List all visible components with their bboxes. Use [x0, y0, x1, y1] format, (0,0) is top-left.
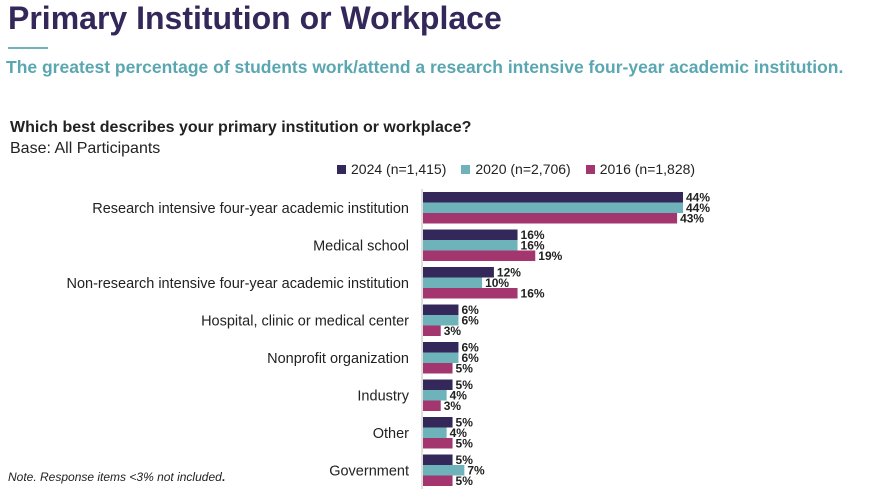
category-label: Industry — [357, 388, 409, 404]
legend-item-2020: 2020 (n=2,706) — [461, 161, 571, 177]
data-label: 5% — [456, 437, 474, 451]
category-label: Government — [329, 463, 409, 479]
title-underline — [8, 47, 48, 49]
data-label: 44% — [686, 201, 710, 215]
data-label: 19% — [538, 249, 562, 263]
category-label: Non-research intensive four-year academi… — [66, 276, 409, 292]
data-label: 5% — [456, 474, 474, 488]
data-label: 6% — [461, 351, 479, 365]
data-label: 10% — [485, 276, 509, 290]
legend-label-2024: 2024 (n=1,415) — [351, 161, 447, 177]
category-label: Nonprofit organization — [267, 351, 409, 367]
bar — [423, 352, 459, 363]
survey-base: Base: All Participants — [10, 140, 161, 157]
bar — [423, 438, 453, 449]
bar — [423, 400, 441, 411]
bar — [423, 229, 518, 240]
category-label: Other — [373, 426, 409, 442]
data-label: 5% — [456, 453, 474, 467]
bar — [423, 250, 536, 261]
data-label: 6% — [461, 303, 479, 317]
survey-question: Which best describes your primary instit… — [10, 119, 472, 136]
category-label: Medical school — [313, 238, 409, 254]
category-label: Hospital, clinic or medical center — [201, 313, 409, 329]
data-label: 7% — [467, 464, 485, 478]
page-title: Primary Institution or Workplace — [8, 0, 502, 36]
bar — [423, 304, 459, 315]
bar — [423, 390, 447, 401]
data-label: 44% — [686, 191, 710, 205]
legend-swatch-2020 — [461, 164, 471, 174]
bar — [423, 465, 465, 476]
bar — [423, 427, 447, 438]
bar — [423, 417, 453, 428]
data-label: 6% — [461, 341, 479, 355]
data-label: 43% — [680, 212, 704, 226]
bar — [423, 240, 518, 251]
bar — [423, 202, 683, 213]
bar — [423, 475, 453, 486]
chart-legend: 2024 (n=1,415) 2020 (n=2,706) 2016 (n=1,… — [337, 161, 695, 177]
data-label: 3% — [444, 399, 462, 413]
bar — [423, 213, 678, 224]
footnote: Note. Response items <3% not included. — [8, 470, 225, 484]
bar — [423, 379, 453, 390]
data-label: 3% — [444, 324, 462, 338]
data-label: 5% — [456, 378, 474, 392]
data-label: 16% — [521, 228, 545, 242]
bar — [423, 454, 453, 465]
footnote-text: Note. Response items <3% not included — [8, 470, 222, 484]
bar — [423, 363, 453, 374]
bar — [423, 315, 459, 326]
legend-item-2016: 2016 (n=1,828) — [585, 161, 696, 177]
legend-swatch-2024 — [337, 164, 346, 174]
bar — [423, 288, 518, 299]
page-subtitle: The greatest percentage of students work… — [6, 57, 844, 77]
bar — [423, 342, 459, 353]
bar — [423, 192, 683, 203]
category-label: Research intensive four-year academic in… — [92, 201, 409, 217]
bar — [423, 325, 441, 336]
bar — [423, 267, 494, 278]
legend-label-2020: 2020 (n=2,706) — [475, 161, 571, 177]
legend-item-2024: 2024 (n=1,415) — [337, 161, 446, 177]
footnote-period: . — [221, 470, 226, 484]
data-label: 5% — [456, 362, 474, 376]
legend-label-2016: 2016 (n=1,828) — [599, 161, 696, 177]
data-label: 4% — [450, 389, 468, 403]
bar — [423, 277, 483, 288]
data-label: 4% — [450, 426, 468, 440]
data-label: 6% — [461, 314, 479, 328]
data-label: 5% — [456, 416, 474, 430]
data-label: 12% — [497, 266, 521, 280]
legend-swatch-2016 — [585, 164, 595, 174]
data-label: 16% — [521, 239, 545, 253]
data-label: 16% — [521, 287, 545, 301]
